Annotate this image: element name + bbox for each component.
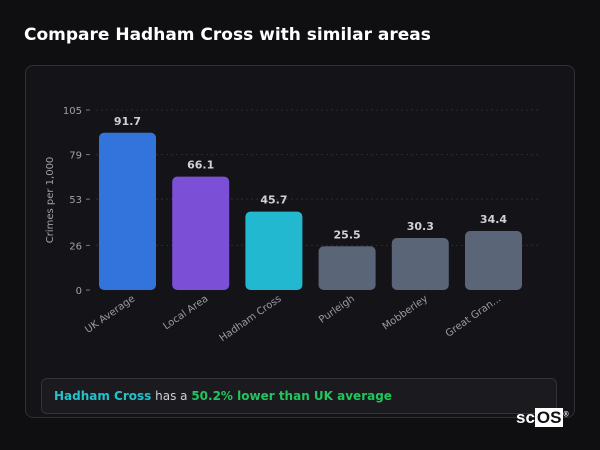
summary-middle: has a <box>151 389 192 403</box>
summary-comparison: 50.2% lower than UK average <box>191 389 392 403</box>
x-tick-label: Hadham Cross <box>218 293 284 344</box>
bar-value-label: 66.1 <box>187 159 214 172</box>
bar <box>99 132 156 290</box>
bar <box>172 176 230 290</box>
x-tick-label: Local Area <box>161 293 210 332</box>
y-axis-label: Crimes per 1,000 <box>45 157 56 244</box>
y-tick-label: 26 <box>69 241 82 252</box>
y-tick-label: 79 <box>69 151 82 162</box>
summary-area: Hadham Cross <box>54 389 152 403</box>
bar-value-label: 30.3 <box>407 220 434 233</box>
bar-value-label: 45.7 <box>260 194 287 207</box>
bar <box>245 211 303 290</box>
y-tick-label: 0 <box>76 286 82 297</box>
scos-logo: sc OS ® <box>516 408 569 427</box>
bar <box>465 231 522 290</box>
bar-value-label: 34.4 <box>480 213 507 226</box>
bar <box>318 246 376 290</box>
page-title: Compare Hadham Cross with similar areas <box>24 25 431 45</box>
x-tick-label: UK Average <box>83 293 137 335</box>
bar <box>391 238 449 290</box>
x-tick-label: Great Gran... <box>444 293 503 339</box>
y-tick-label: 105 <box>63 106 82 117</box>
y-tick-label: 53 <box>69 195 82 206</box>
x-tick-label: Purleigh <box>317 293 357 325</box>
bar-value-label: 25.5 <box>334 228 361 241</box>
x-tick-label: Mobberley <box>381 293 430 332</box>
bar-value-label: 91.7 <box>114 115 141 128</box>
summary-box: Hadham Cross has a 50.2% lower than UK a… <box>41 378 557 414</box>
